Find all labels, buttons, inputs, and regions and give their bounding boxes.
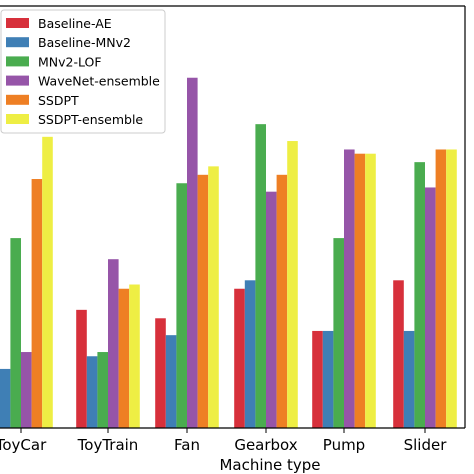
bar-gearbox-baseline-ae: [234, 288, 245, 428]
bar-toycar-baseline-mnv2: [0, 368, 11, 428]
bar-gearbox-baseline-mnv2: [244, 280, 256, 428]
bars-group: [0, 77, 457, 429]
legend-swatch: [6, 37, 29, 48]
legend-label: WaveNet-ensemble: [38, 74, 160, 89]
x-tick-label: Slider: [404, 436, 448, 454]
x-tick-label: Fan: [174, 436, 200, 454]
bar-gearbox-wavenet-ensemble: [266, 191, 277, 428]
bar-gearbox-ssdpt-ensemble: [287, 141, 298, 429]
bar-pump-ssdpt: [354, 153, 366, 428]
x-tick-label: ToyTrain: [77, 436, 139, 454]
x-tick-label: Gearbox: [234, 436, 297, 454]
bar-pump-mnv2-lof: [333, 238, 344, 428]
bar-pump-baseline-mnv2: [322, 330, 334, 428]
bar-fan-baseline-ae: [155, 318, 166, 428]
legend-swatch: [6, 94, 29, 105]
bar-fan-ssdpt-ensemble: [208, 166, 219, 429]
legend: Baseline-AE Baseline-MNv2 MNv2-LOF WaveNet-…: [0, 9, 166, 134]
bar-slider-baseline-ae: [393, 280, 404, 428]
bar-toytrain-mnv2-lof: [97, 352, 108, 428]
legend-swatch: [6, 18, 29, 28]
axes-group: [0, 5, 466, 429]
bar-slider-ssdpt: [435, 149, 447, 429]
bar-fan-wavenet-ensemble: [187, 77, 198, 429]
legend-label: SSDPT: [38, 93, 79, 108]
bar-toytrain-wavenet-ensemble: [108, 259, 119, 428]
x-tick-label: ToyCar: [0, 436, 47, 454]
legend-label: Baseline-AE: [38, 16, 112, 31]
bar-pump-wavenet-ensemble: [344, 149, 355, 429]
legend-swatch: [6, 56, 29, 67]
bar-fan-baseline-mnv2: [165, 335, 177, 428]
bar-gearbox-mnv2-lof: [255, 124, 266, 428]
bar-toycar-ssdpt: [31, 179, 43, 428]
bar-gearbox-ssdpt: [276, 174, 288, 428]
bar-toytrain-baseline-mnv2: [86, 356, 98, 428]
legend-swatch: [6, 75, 29, 86]
legend-items: Baseline-AE Baseline-MNv2 MNv2-LOF WaveNet-…: [6, 16, 160, 127]
bar-toytrain-ssdpt-ensemble: [129, 284, 140, 428]
bar-slider-baseline-mnv2: [403, 330, 415, 428]
bar-pump-baseline-ae: [312, 330, 323, 428]
bar-slider-wavenet-ensemble: [425, 187, 436, 428]
legend-label: SSDPT-ensemble: [38, 112, 143, 127]
legend-label: MNv2-LOF: [38, 54, 102, 69]
bar-toycar-mnv2-lof: [10, 238, 21, 428]
bar-slider-ssdpt-ensemble: [446, 149, 457, 429]
bar-pump-ssdpt-ensemble: [365, 153, 376, 428]
x-tick-label: Pump: [323, 436, 365, 454]
bar-fan-ssdpt: [197, 174, 209, 428]
legend-label: Baseline-MNv2: [38, 35, 131, 50]
x-axis-title: Machine type: [219, 456, 320, 474]
bar-toytrain-baseline-ae: [76, 309, 87, 428]
bar-toytrain-ssdpt: [118, 288, 130, 428]
bar-slider-mnv2-lof: [414, 162, 425, 428]
legend-swatch: [6, 114, 29, 124]
bar-fan-mnv2-lof: [176, 183, 187, 428]
legend-box: [0, 9, 166, 134]
bar-toycar-ssdpt-ensemble: [42, 136, 53, 428]
bar-toycar-wavenet-ensemble: [21, 352, 32, 428]
x-ticks-group: ToyCar ToyTrain Fan Gearbox Pump Slider: [0, 428, 447, 454]
